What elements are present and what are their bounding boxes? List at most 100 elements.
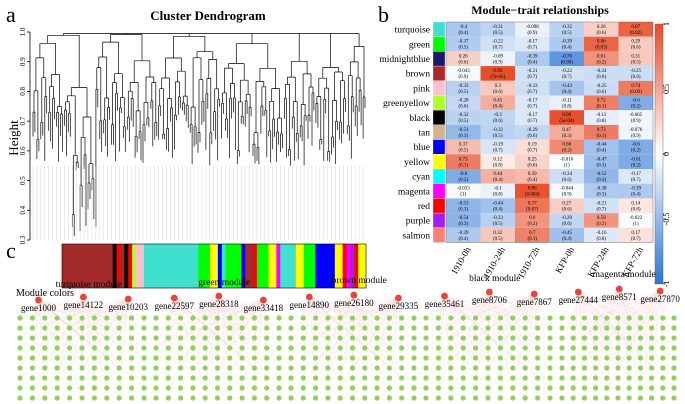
gene-node xyxy=(288,375,294,381)
gene-node xyxy=(79,315,85,321)
gene-node xyxy=(510,375,516,381)
color-bar-segment xyxy=(315,244,336,288)
color-bar-segment xyxy=(245,244,254,288)
gene-node xyxy=(141,385,147,391)
gene-node xyxy=(264,335,270,341)
network-edges xyxy=(425,291,551,399)
heatmap-cell xyxy=(549,139,584,155)
gene-node xyxy=(386,355,392,361)
cell-pvalue: (0.1) xyxy=(596,105,606,110)
cell-pvalue: (0.3) xyxy=(596,178,606,183)
gene-node xyxy=(129,315,135,321)
gene-node xyxy=(190,345,196,351)
gene-node xyxy=(264,315,270,321)
gene-node xyxy=(570,355,576,361)
cell-pvalue: (5e-04) xyxy=(559,119,574,124)
gene-node xyxy=(497,365,503,371)
gene-node xyxy=(473,315,479,321)
gene-node xyxy=(17,375,23,381)
gene-node xyxy=(79,365,85,371)
heatmap-cell xyxy=(549,227,584,243)
gene-node xyxy=(637,315,644,321)
gene-node xyxy=(54,375,60,381)
gene-node xyxy=(423,315,429,321)
heatmap-cell xyxy=(515,110,550,125)
gene-node xyxy=(42,365,48,371)
gene-node xyxy=(264,355,270,361)
gene-node xyxy=(581,365,588,371)
gene-node xyxy=(581,375,588,381)
heatmap-color-scale: 1 0.5 0 -0.5 -1 xyxy=(654,22,671,287)
gene-node xyxy=(637,355,644,361)
cell-correlation: -0.22 xyxy=(562,69,573,74)
heatmap-cell xyxy=(480,80,515,96)
cell-correlation: -0.24 xyxy=(596,69,607,74)
gene-node xyxy=(497,355,503,361)
gene-node xyxy=(214,395,221,401)
gene-node xyxy=(227,325,233,331)
cell-correlation: -0.33 xyxy=(493,216,504,221)
hub-gene-node xyxy=(395,294,402,302)
heatmap-cell xyxy=(446,139,481,155)
module-label: black xyxy=(409,114,430,124)
gene-node xyxy=(671,315,677,321)
cell-correlation: 0.59 xyxy=(597,216,606,221)
cell-correlation: -0.16 xyxy=(596,231,607,236)
gene-node xyxy=(67,355,73,361)
cell-pvalue: (0.3) xyxy=(596,163,606,168)
cell-correlation: -0.51 xyxy=(458,128,469,133)
gene-node xyxy=(399,385,405,391)
gene-node xyxy=(29,345,35,351)
heatmap-cell xyxy=(515,227,550,243)
gene-node xyxy=(660,365,666,371)
module-swatch xyxy=(432,110,446,126)
heatmap-cell xyxy=(480,213,515,228)
cell-pvalue: (0.7) xyxy=(596,207,606,212)
module-swatch xyxy=(432,80,446,96)
gene-node xyxy=(559,365,565,371)
gene-node xyxy=(581,325,588,331)
gene-node xyxy=(264,375,270,381)
hub-gene-label: gene14122 xyxy=(64,300,104,310)
cell-pvalue: (0.7) xyxy=(493,149,503,154)
cell-correlation: 0.3 xyxy=(495,84,502,89)
heatmap-cell xyxy=(446,110,481,125)
module-network: magenta module gene27444 gene8571 gene27870 xyxy=(559,270,680,401)
gene-node xyxy=(671,355,677,361)
gene-node xyxy=(288,345,294,351)
gene-node xyxy=(190,365,196,371)
scale-tick-label: -0.5 xyxy=(662,213,671,226)
heatmap-cell xyxy=(515,95,550,111)
gene-node xyxy=(116,375,122,381)
gene-node xyxy=(522,365,528,371)
panel-a-title: Cluster Dendrogram xyxy=(150,8,266,23)
cell-correlation: -0.4 xyxy=(459,25,467,30)
gene-node xyxy=(214,385,221,391)
gene-node xyxy=(337,385,343,391)
heatmap-cell xyxy=(515,124,550,140)
gene-node xyxy=(313,345,319,351)
gene-node xyxy=(660,325,666,331)
gene-node xyxy=(153,345,159,351)
gene-node xyxy=(386,325,392,331)
gene-node xyxy=(129,375,135,381)
gene-node xyxy=(435,345,441,351)
cell-pvalue: (0.6) xyxy=(458,105,468,110)
gene-node xyxy=(386,395,392,401)
gene-node xyxy=(386,345,392,351)
cell-correlation: -0.33 xyxy=(458,84,469,89)
heatmap-cell xyxy=(584,154,619,169)
gene-node xyxy=(637,385,644,391)
cell-correlation: 0.7 xyxy=(529,231,536,236)
heatmap-cell xyxy=(549,154,584,169)
gene-node xyxy=(153,325,159,331)
gene-node xyxy=(604,365,610,371)
gene-node xyxy=(473,325,479,331)
gene-node xyxy=(637,365,644,371)
gene-node xyxy=(104,335,110,341)
module-label: green xyxy=(409,40,430,50)
gene-node xyxy=(660,375,666,381)
gene-node xyxy=(522,395,528,401)
cell-pvalue: (0.004) xyxy=(525,193,540,198)
gene-node xyxy=(214,315,221,321)
